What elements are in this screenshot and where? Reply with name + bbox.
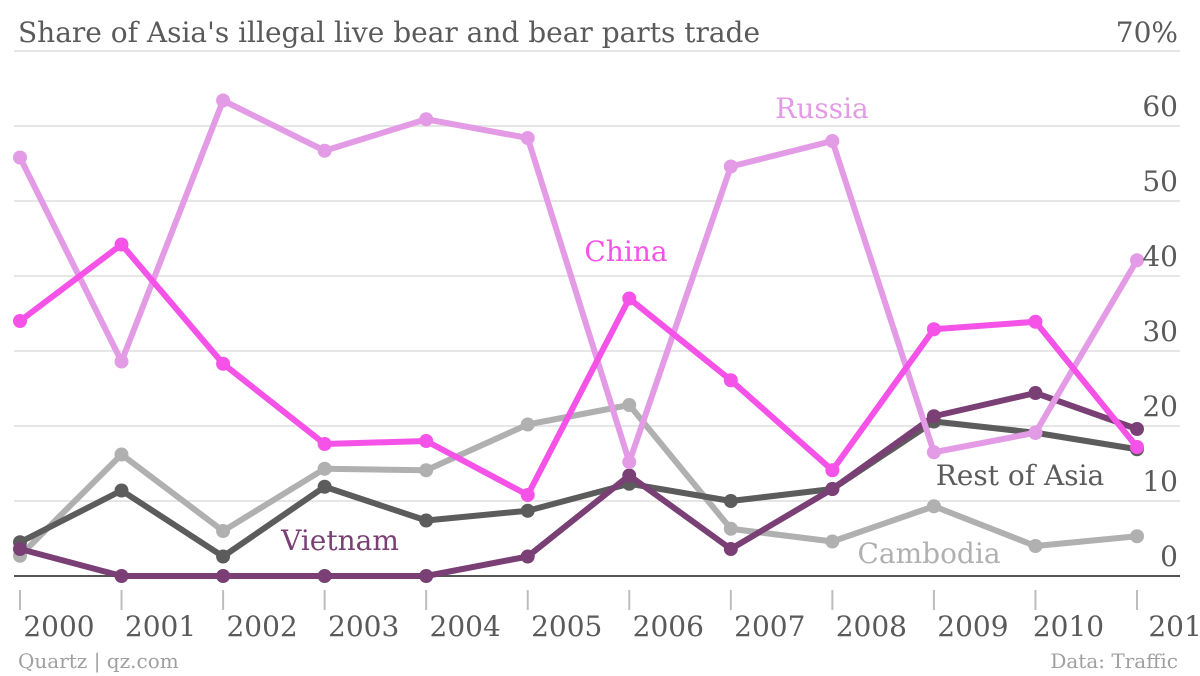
- data-point-rest-of-asia: [723, 494, 738, 508]
- y-tick-label: 60: [1142, 90, 1178, 123]
- series-label-cambodia: Cambodia: [857, 537, 1000, 570]
- data-point-cambodia: [114, 447, 129, 462]
- data-point-cambodia: [419, 463, 434, 478]
- data-point-rest-of-asia: [419, 513, 434, 528]
- data-point-cambodia: [723, 521, 738, 536]
- data-point-vietnam: [825, 482, 840, 496]
- data-point-china: [317, 437, 332, 451]
- x-tick-label: 2005: [531, 610, 602, 643]
- data-point-rest-of-asia: [216, 549, 231, 564]
- data-point-china: [114, 237, 129, 252]
- data-point-russia: [114, 354, 129, 369]
- x-tick-label: 2001: [125, 610, 196, 643]
- y-tick-label: 50: [1142, 165, 1178, 198]
- data-point-china: [825, 463, 840, 478]
- x-tick-label: 2000: [23, 610, 94, 643]
- data-point-vietnam: [622, 468, 637, 483]
- data-point-vietnam: [419, 569, 434, 583]
- data-point-russia: [419, 112, 434, 127]
- data-point-china: [216, 356, 231, 371]
- y-tick-label: 40: [1142, 240, 1178, 273]
- x-tick-label: 2011: [1148, 610, 1200, 643]
- y-axis: 0 10 20 30 40 50 60: [1142, 90, 1178, 573]
- series-vietnam: [13, 386, 1144, 583]
- x-tick-label: 2008: [836, 610, 907, 643]
- data-point-vietnam: [723, 542, 738, 556]
- x-tick-label: 2004: [430, 610, 501, 643]
- data-point-russia: [520, 131, 535, 145]
- data-point-vietnam: [114, 569, 129, 583]
- data-point-rest-of-asia: [317, 479, 332, 494]
- data-point-china: [13, 314, 27, 328]
- x-axis: 2000 2001 2002 2003 2004 2005 2006 2007 2008 2009…: [19, 590, 1200, 643]
- data-point-russia: [723, 159, 738, 174]
- footer-source-left: Quartz | qz.com: [18, 649, 179, 674]
- data-point-russia: [13, 150, 27, 165]
- data-point-china: [723, 373, 738, 388]
- data-point-vietnam: [1130, 422, 1144, 436]
- data-point-russia: [1130, 253, 1144, 268]
- data-point-china: [622, 291, 637, 306]
- data-point-rest-of-asia: [114, 483, 129, 498]
- data-point-cambodia: [1028, 539, 1043, 553]
- data-point-russia: [926, 445, 941, 460]
- data-point-china: [419, 434, 434, 448]
- series-line-china: [17, 241, 1140, 498]
- series-china: [13, 237, 1144, 502]
- footer-source-right: Data: Traffic: [1050, 649, 1178, 673]
- series-label-rest-of-asia: Rest of Asia: [936, 459, 1105, 492]
- series-label-china: China: [584, 235, 667, 268]
- data-point-russia: [216, 93, 231, 108]
- series-line-russia: [17, 97, 1140, 465]
- data-point-cambodia: [216, 524, 231, 538]
- data-point-russia: [622, 455, 637, 469]
- grid-lines: [14, 50, 1180, 577]
- data-point-vietnam: [926, 409, 941, 424]
- data-point-russia: [1028, 425, 1043, 440]
- series-russia: [13, 93, 1144, 469]
- y-tick-label: 20: [1142, 390, 1178, 423]
- x-tick-label: 2002: [226, 610, 297, 643]
- series-cambodia: [13, 398, 1144, 563]
- data-point-vietnam: [13, 542, 27, 556]
- data-point-vietnam: [520, 549, 535, 564]
- x-tick-label: 2007: [734, 610, 805, 643]
- x-tick-label: 2006: [633, 610, 704, 643]
- data-point-cambodia: [926, 499, 941, 514]
- data-point-china: [1130, 440, 1144, 454]
- series-line-vietnam: [17, 390, 1140, 579]
- y-tick-label: 30: [1142, 315, 1178, 348]
- y-tick-label: 0: [1160, 540, 1178, 573]
- data-point-rest-of-asia: [520, 503, 535, 518]
- series-label-russia: Russia: [775, 92, 869, 125]
- data-point-cambodia: [825, 534, 840, 549]
- data-point-cambodia: [1130, 529, 1144, 544]
- data-point-cambodia: [317, 461, 332, 476]
- x-tick-label: 2003: [328, 610, 399, 643]
- data-point-russia: [825, 134, 840, 148]
- data-point-china: [1028, 314, 1043, 329]
- data-point-vietnam: [317, 569, 332, 583]
- series-lines: [13, 93, 1144, 583]
- x-tick-label: 2009: [937, 610, 1008, 643]
- data-point-china: [926, 322, 941, 337]
- data-point-cambodia: [622, 398, 637, 412]
- x-tick-label: 2010: [1033, 610, 1104, 643]
- data-point-cambodia: [520, 417, 535, 432]
- series-line-cambodia: [17, 402, 1140, 559]
- series-label-vietnam: Vietnam: [280, 524, 399, 557]
- y-axis-top-label: 70%: [1116, 16, 1178, 49]
- series-line-rest-of-asia: [17, 418, 1140, 560]
- data-point-china: [520, 488, 535, 502]
- y-tick-label: 10: [1142, 465, 1178, 498]
- data-point-vietnam: [216, 569, 231, 583]
- data-point-vietnam: [1028, 386, 1043, 400]
- chart-title: Share of Asia's illegal live bear and be…: [18, 16, 760, 49]
- data-point-russia: [317, 143, 332, 158]
